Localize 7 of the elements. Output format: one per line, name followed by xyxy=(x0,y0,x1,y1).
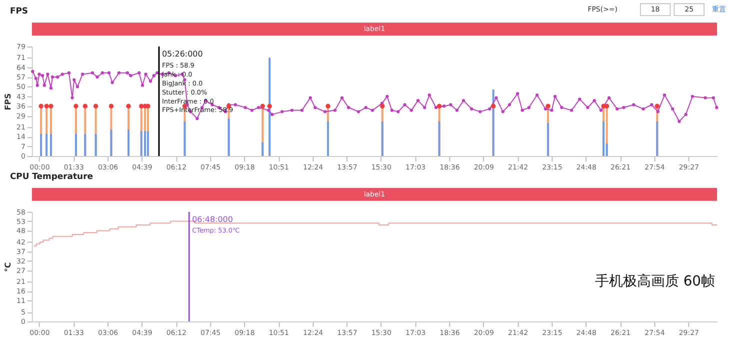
y-axis-title: ℃ xyxy=(4,262,13,272)
y-axis-title: FPS xyxy=(4,93,13,110)
annotation: 06:48:000 xyxy=(192,214,233,224)
annotation: 手机极高画质 60帧 xyxy=(594,274,716,290)
chart-title: FPS xyxy=(10,6,28,16)
chart-title: CPU Temperature xyxy=(10,170,94,181)
annotation: 05:26:000 xyxy=(162,49,203,58)
